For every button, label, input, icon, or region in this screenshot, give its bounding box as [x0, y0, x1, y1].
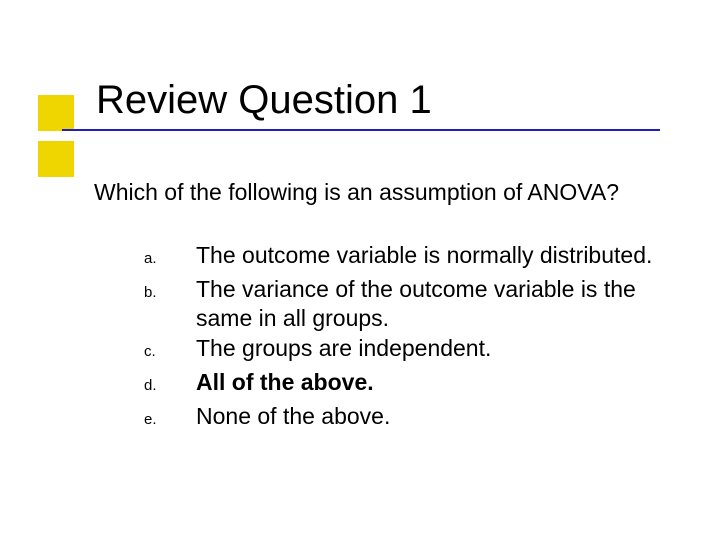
accent-square-top	[38, 95, 74, 131]
option-letter: e.	[144, 405, 196, 434]
option-row: e. None of the above.	[144, 402, 666, 434]
option-row: a. The outcome variable is normally dist…	[144, 241, 666, 273]
option-letter: d.	[144, 371, 196, 400]
option-row: c. The groups are independent.	[144, 334, 666, 366]
options-list: a. The outcome variable is normally dist…	[94, 241, 666, 435]
option-letter: a.	[144, 244, 196, 273]
slide: Review Question 1 Which of the following…	[0, 0, 720, 540]
option-row: d. All of the above.	[144, 368, 666, 400]
option-text: The outcome variable is normally distrib…	[196, 241, 666, 270]
slide-body: Which of the following is an assumption …	[94, 178, 666, 436]
option-text: None of the above.	[196, 402, 666, 431]
accent-square-bottom	[38, 141, 74, 177]
option-letter: c.	[144, 337, 196, 366]
option-row: b. The variance of the outcome variable …	[144, 275, 666, 333]
option-text: The variance of the outcome variable is …	[196, 275, 666, 333]
question-text: Which of the following is an assumption …	[94, 178, 666, 207]
title-underline	[62, 129, 660, 131]
slide-title: Review Question 1	[96, 78, 432, 123]
option-letter: b.	[144, 278, 196, 307]
option-text: The groups are independent.	[196, 334, 666, 363]
option-text: All of the above.	[196, 368, 666, 397]
